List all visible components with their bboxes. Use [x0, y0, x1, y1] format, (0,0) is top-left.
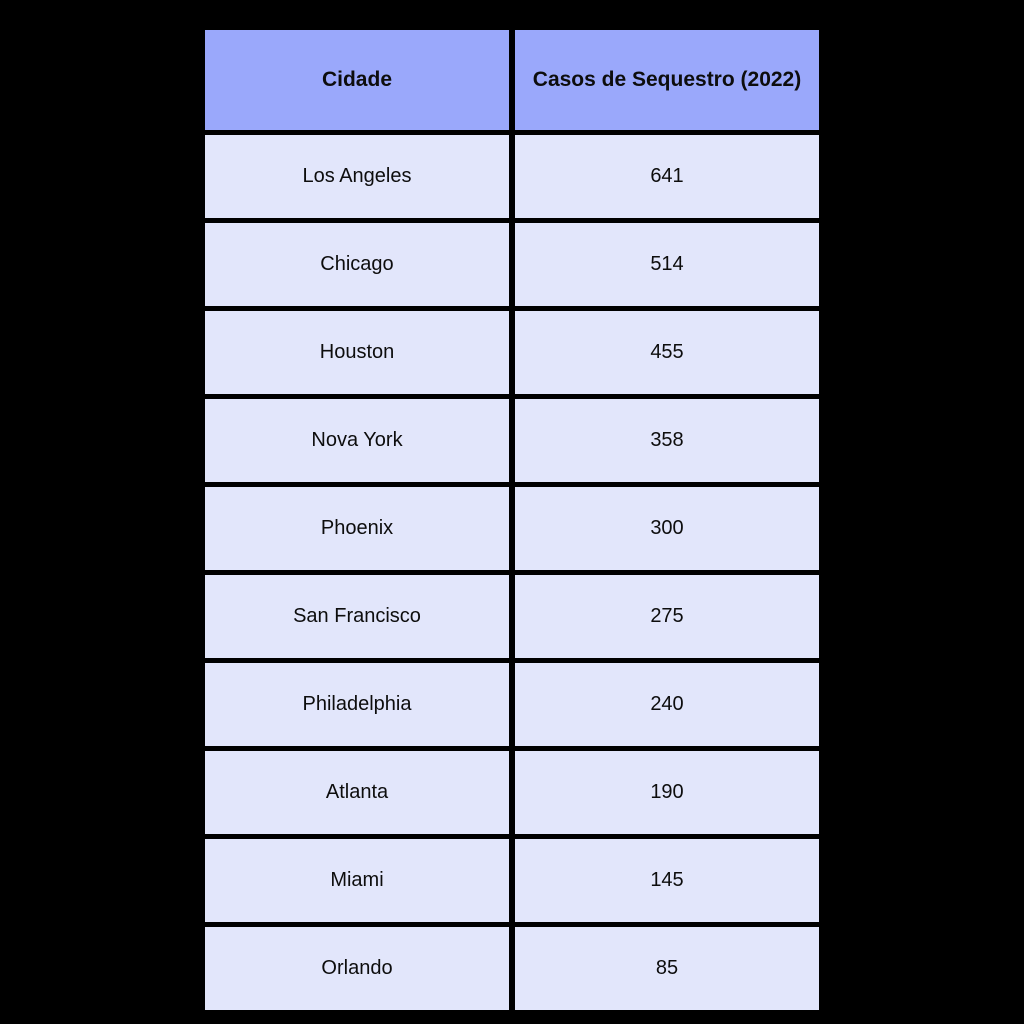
cell-cases: 641: [509, 130, 824, 223]
cell-city: Atlanta: [200, 746, 515, 839]
cell-cases: 514: [509, 218, 824, 311]
table-row: Nova York 358: [200, 394, 824, 487]
cell-cases: 145: [509, 834, 824, 927]
table-row: Atlanta 190: [200, 746, 824, 839]
cell-cases: 358: [509, 394, 824, 487]
cell-cases: 190: [509, 746, 824, 839]
table-row: Phoenix 300: [200, 482, 824, 575]
cell-city: Houston: [200, 306, 515, 399]
cell-city: Orlando: [200, 922, 515, 1015]
cell-cases: 240: [509, 658, 824, 751]
cell-cases: 300: [509, 482, 824, 575]
table-header: Cidade Casos de Sequestro (2022): [200, 25, 824, 135]
cell-city: Philadelphia: [200, 658, 515, 751]
cell-city: Phoenix: [200, 482, 515, 575]
table-row: Chicago 514: [200, 218, 824, 311]
cell-cases: 275: [509, 570, 824, 663]
cell-city: San Francisco: [200, 570, 515, 663]
cell-city: Chicago: [200, 218, 515, 311]
table-row: Houston 455: [200, 306, 824, 399]
header-row: Cidade Casos de Sequestro (2022): [200, 25, 824, 135]
table-row: Orlando 85: [200, 922, 824, 1015]
cell-city: Los Angeles: [200, 130, 515, 223]
cell-city: Miami: [200, 834, 515, 927]
table-body: Los Angeles 641 Chicago 514 Houston 455 Nova Y…: [200, 130, 824, 1015]
cell-city: Nova York: [200, 394, 515, 487]
kidnapping-cases-table: Cidade Casos de Sequestro (2022) Los Ang…: [200, 25, 824, 1015]
column-header-cases: Casos de Sequestro (2022): [509, 25, 824, 135]
table-row: San Francisco 275: [200, 570, 824, 663]
column-header-city: Cidade: [200, 25, 515, 135]
table-row: Miami 145: [200, 834, 824, 927]
cell-cases: 85: [509, 922, 824, 1015]
cell-cases: 455: [509, 306, 824, 399]
table-row: Philadelphia 240: [200, 658, 824, 751]
table-row: Los Angeles 641: [200, 130, 824, 223]
